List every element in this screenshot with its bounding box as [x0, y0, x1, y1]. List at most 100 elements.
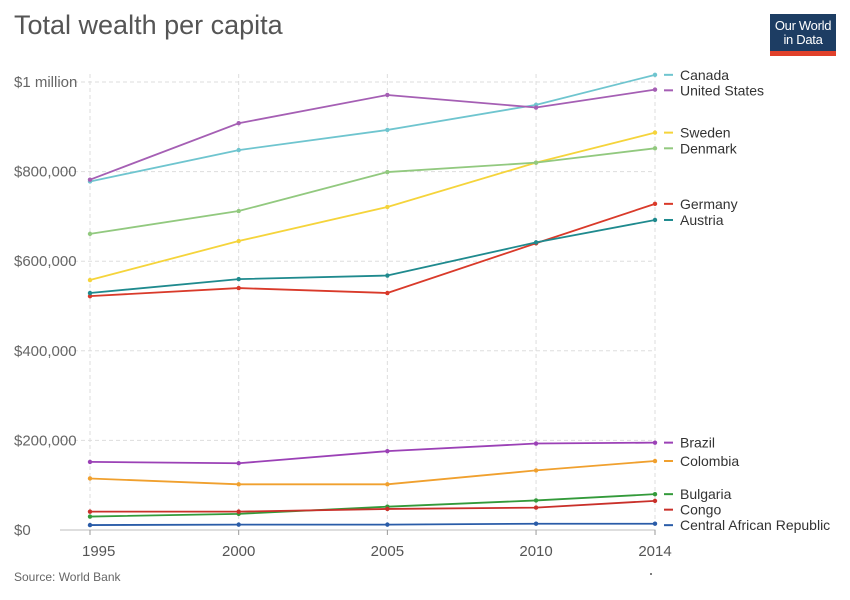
series-central-african-republic[interactable]	[87, 521, 658, 528]
series-sweden[interactable]	[87, 130, 658, 283]
legend-item[interactable]: Bulgaria	[664, 486, 732, 502]
data-point[interactable]	[652, 146, 658, 151]
series-germany[interactable]	[87, 201, 658, 299]
legend-item[interactable]: Germany	[664, 196, 738, 212]
series-united-states[interactable]	[87, 87, 658, 182]
data-point[interactable]	[87, 522, 93, 528]
series-line[interactable]	[89, 73, 656, 183]
data-point[interactable]	[236, 208, 241, 214]
series-canada[interactable]	[87, 72, 658, 184]
data-point[interactable]	[385, 273, 390, 278]
data-point[interactable]	[236, 461, 241, 466]
data-point[interactable]	[385, 169, 390, 175]
legend-label: Congo	[680, 502, 721, 518]
data-point[interactable]	[533, 521, 539, 526]
data-point[interactable]	[652, 440, 658, 445]
data-point[interactable]	[533, 505, 539, 510]
series-line[interactable]	[89, 219, 656, 294]
series-denmark[interactable]	[87, 146, 658, 237]
data-point[interactable]	[87, 293, 93, 299]
data-point[interactable]	[533, 441, 539, 446]
source-note: Source: World Bank	[14, 570, 121, 584]
data-point[interactable]	[652, 458, 658, 464]
legend-label: Austria	[680, 212, 724, 228]
data-point[interactable]	[652, 521, 658, 526]
footnote-dot	[650, 573, 652, 575]
series-line[interactable]	[89, 203, 656, 298]
data-point[interactable]	[385, 522, 390, 527]
legend-item[interactable]: Austria	[664, 212, 724, 228]
data-point[interactable]	[87, 290, 93, 296]
data-point[interactable]	[87, 514, 93, 519]
data-point[interactable]	[652, 217, 658, 223]
y-tick-label: $800,000	[14, 164, 77, 181]
series-line[interactable]	[90, 499, 656, 513]
data-point[interactable]	[533, 498, 539, 503]
data-point[interactable]	[236, 121, 241, 126]
legend-item[interactable]: Sweden	[664, 125, 731, 141]
series-line[interactable]	[89, 460, 656, 486]
series-line[interactable]	[89, 131, 656, 281]
data-point[interactable]	[652, 130, 658, 135]
data-point[interactable]	[236, 522, 241, 527]
data-point[interactable]	[236, 482, 241, 487]
data-point[interactable]	[652, 201, 658, 207]
legend-item[interactable]: Brazil	[664, 435, 715, 451]
legend-item[interactable]: United States	[664, 82, 764, 98]
series-line[interactable]	[89, 147, 656, 235]
data-point[interactable]	[652, 491, 658, 497]
logo-line-1: Our World	[774, 18, 832, 33]
owid-logo[interactable]: Our World in Data	[770, 14, 836, 56]
y-tick-label: $1 million	[14, 74, 77, 91]
legend-item[interactable]: Denmark	[664, 140, 738, 156]
y-tick-label: $200,000	[14, 432, 77, 449]
data-point[interactable]	[385, 127, 390, 133]
data-point[interactable]	[385, 506, 390, 512]
data-point[interactable]	[385, 448, 390, 454]
x-tick-label: 1995	[82, 543, 115, 560]
data-point[interactable]	[652, 498, 658, 504]
data-point[interactable]	[87, 459, 93, 465]
data-point[interactable]	[652, 87, 658, 92]
legend-label: Canada	[680, 67, 729, 83]
data-point[interactable]	[236, 276, 241, 282]
data-point[interactable]	[533, 105, 539, 110]
data-point[interactable]	[87, 177, 93, 182]
data-point[interactable]	[533, 468, 539, 473]
data-point[interactable]	[652, 72, 658, 78]
series-lines	[87, 72, 658, 528]
y-tick-label: $600,000	[14, 253, 77, 270]
data-point[interactable]	[533, 240, 539, 245]
series-line[interactable]	[89, 522, 655, 526]
y-tick-label: $400,000	[14, 343, 77, 360]
data-point[interactable]	[385, 92, 390, 98]
data-point[interactable]	[236, 147, 241, 153]
y-axis-ticks: $0 $200,000 $400,000 $600,000 $800,000 $1 mil…	[14, 74, 77, 539]
series-congo[interactable]	[87, 498, 658, 514]
data-point[interactable]	[533, 160, 539, 165]
legend-item[interactable]: Congo	[664, 502, 721, 518]
series-line[interactable]	[89, 88, 656, 181]
legend-label: United States	[680, 82, 764, 98]
series-colombia[interactable]	[87, 458, 658, 487]
data-point[interactable]	[236, 285, 241, 291]
y-tick-label: $0	[14, 522, 31, 539]
data-point[interactable]	[87, 476, 93, 481]
series-line[interactable]	[89, 441, 656, 465]
data-point[interactable]	[385, 204, 390, 210]
data-point[interactable]	[385, 290, 390, 296]
data-point[interactable]	[87, 277, 93, 283]
data-point[interactable]	[87, 231, 93, 237]
data-point[interactable]	[236, 509, 241, 514]
legend-item[interactable]: Canada	[664, 67, 729, 83]
data-point[interactable]	[87, 509, 93, 514]
legend-item[interactable]: Colombia	[664, 453, 739, 469]
series-brazil[interactable]	[87, 440, 658, 466]
x-tick-label: 2010	[519, 543, 552, 560]
legend-label: Central African Republic	[680, 517, 830, 533]
legend-item[interactable]: Central African Republic	[664, 517, 830, 533]
data-point[interactable]	[236, 238, 241, 244]
series-austria[interactable]	[87, 217, 658, 296]
data-point[interactable]	[385, 482, 390, 487]
